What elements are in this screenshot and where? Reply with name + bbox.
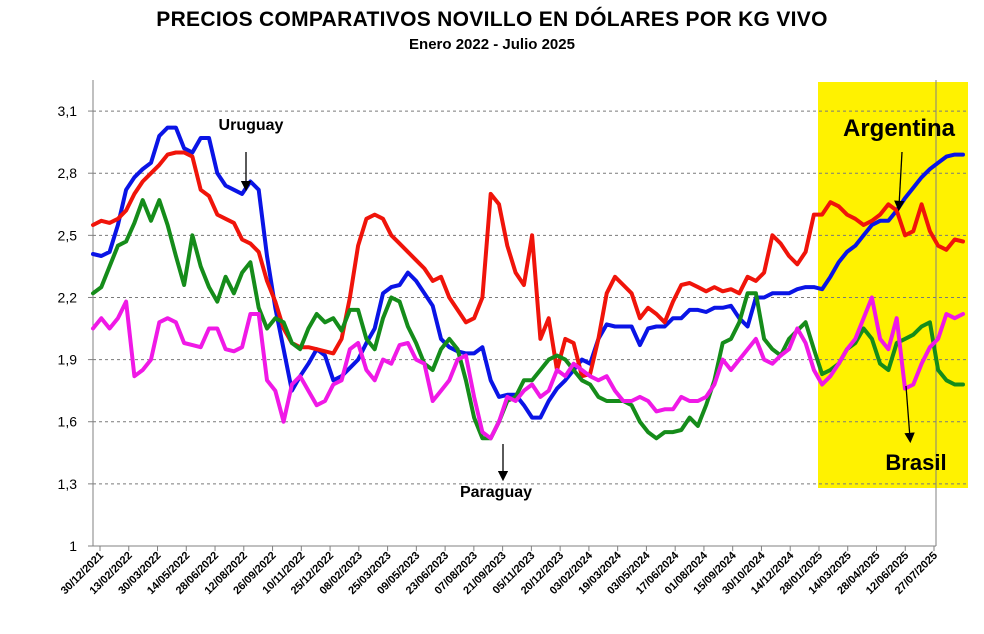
annotation-argentina: Argentina <box>843 115 956 142</box>
y-tick-label: 2,2 <box>58 289 78 305</box>
x-ticks: 30/12/202113/02/202230/03/202214/05/2022… <box>59 546 940 597</box>
y-tick-label: 1 <box>69 538 77 554</box>
y-tick-label: 3,1 <box>58 103 78 119</box>
y-tick-label: 2,5 <box>58 227 78 243</box>
y-tick-label: 1,6 <box>58 414 78 430</box>
arrow-argentina <box>894 151 905 212</box>
annotation-uruguay: Uruguay <box>219 117 284 134</box>
series-line-paraguay <box>91 295 965 441</box>
annotation-paraguay: Paraguay <box>460 484 532 501</box>
arrow-brasil <box>904 385 915 444</box>
chart-title: PRECIOS COMPARATIVOS NOVILLO EN DÓLARES … <box>156 8 828 31</box>
y-ticks: 1 1,3 1,6 1,9 2,2 2,5 2,8 3,1 <box>58 103 93 554</box>
y-tick-label: 1,3 <box>58 476 78 492</box>
y-tick-label: 2,8 <box>58 165 78 181</box>
series-line-brasil <box>91 198 965 441</box>
series-lines <box>91 125 965 441</box>
highlight-area <box>818 82 968 488</box>
series-line-argentina <box>91 125 965 420</box>
y-tick-label: 1,9 <box>58 352 78 368</box>
annotation-brasil: Brasil <box>885 450 946 475</box>
chart-subtitle: Enero 2022 - Julio 2025 <box>409 36 575 53</box>
series-line-uruguay <box>91 150 965 379</box>
